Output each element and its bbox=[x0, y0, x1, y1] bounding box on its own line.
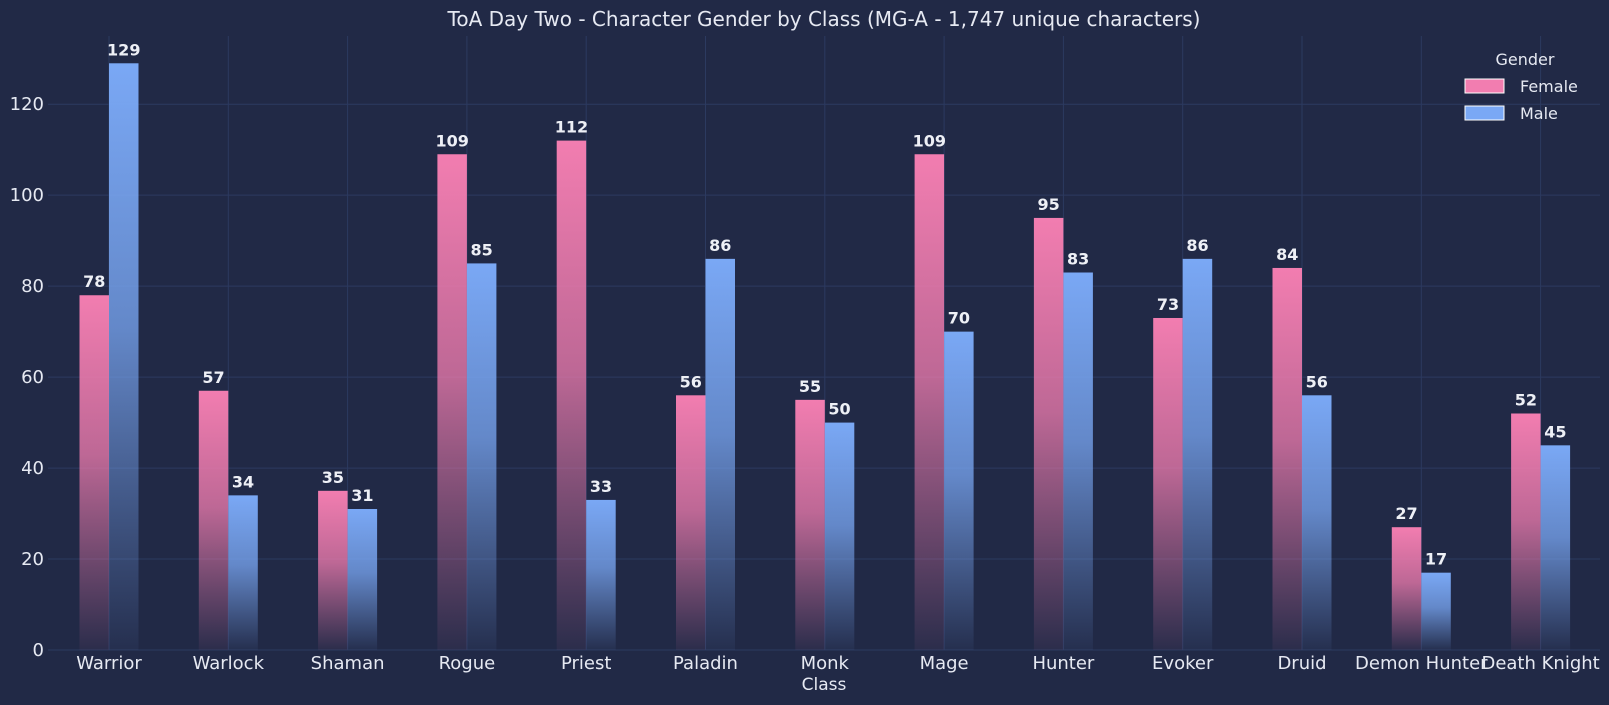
data-label: 84 bbox=[1276, 245, 1298, 264]
x-tick-label: Rogue bbox=[439, 653, 496, 674]
y-tick-label: 120 bbox=[10, 94, 44, 115]
bar-male bbox=[824, 422, 855, 650]
y-tick-label: 60 bbox=[21, 367, 44, 388]
legend-swatch-female bbox=[1464, 78, 1505, 94]
x-tick-label: Monk bbox=[801, 653, 850, 674]
x-axis-title: Class bbox=[802, 675, 847, 695]
bar-female bbox=[795, 399, 825, 650]
x-tick-label: Priest bbox=[561, 653, 611, 674]
bar-female bbox=[79, 295, 109, 650]
data-label: 35 bbox=[322, 468, 344, 487]
bar-male bbox=[1421, 572, 1451, 650]
data-label: 78 bbox=[83, 272, 105, 291]
data-label: 109 bbox=[913, 131, 946, 150]
bar-female bbox=[198, 390, 229, 650]
legend-label-female: Female bbox=[1520, 77, 1578, 96]
bar-female bbox=[1033, 217, 1064, 651]
bar-female bbox=[1391, 527, 1422, 650]
y-tick-label: 80 bbox=[21, 276, 44, 297]
bar-male bbox=[228, 495, 258, 650]
legend-swatch-male bbox=[1464, 105, 1505, 121]
y-tick-label: 100 bbox=[10, 185, 44, 206]
x-tick-label: Death Knight bbox=[1481, 653, 1599, 674]
bar-female bbox=[1153, 317, 1183, 650]
data-label: 50 bbox=[828, 400, 850, 419]
data-label: 109 bbox=[435, 131, 468, 150]
bar-male bbox=[109, 63, 139, 651]
bar-male bbox=[1063, 272, 1093, 650]
data-label: 17 bbox=[1425, 550, 1447, 569]
y-tick-label: 40 bbox=[21, 458, 44, 479]
axes: 0 20 40 60 80 100 120 Warrior Warlock Shaman Rogue… bbox=[10, 94, 1600, 674]
data-label: 95 bbox=[1038, 195, 1060, 214]
bar-female bbox=[437, 154, 467, 651]
data-label: 56 bbox=[1306, 372, 1328, 391]
data-label: 83 bbox=[1067, 250, 1089, 269]
bars bbox=[79, 63, 1571, 651]
bar-female bbox=[556, 140, 587, 650]
x-tick-label: Shaman bbox=[311, 653, 385, 674]
data-label: 56 bbox=[680, 372, 702, 391]
bar-male bbox=[586, 499, 616, 650]
data-label: 27 bbox=[1395, 504, 1417, 523]
data-label: 52 bbox=[1515, 390, 1537, 409]
bar-male bbox=[347, 509, 378, 650]
legend-title: Gender bbox=[1496, 50, 1555, 69]
data-label: 86 bbox=[1186, 236, 1208, 255]
bar-female bbox=[676, 395, 706, 650]
x-tick-label: Mage bbox=[920, 653, 969, 674]
data-label: 129 bbox=[107, 40, 140, 59]
data-label: 45 bbox=[1544, 422, 1566, 441]
data-label: 70 bbox=[948, 309, 970, 328]
x-tick-label: Warrior bbox=[76, 653, 142, 674]
data-label: 55 bbox=[799, 377, 821, 396]
y-tick-label: 0 bbox=[33, 640, 44, 661]
y-tick-label: 20 bbox=[21, 549, 44, 570]
x-tick-label: Demon Hunter bbox=[1355, 653, 1488, 674]
x-tick-label: Druid bbox=[1277, 653, 1326, 674]
data-label: 86 bbox=[709, 236, 731, 255]
data-label: 112 bbox=[555, 118, 588, 137]
data-label: 85 bbox=[471, 240, 493, 259]
x-tick-label: Evoker bbox=[1152, 653, 1214, 674]
legend: Gender Female Male bbox=[1464, 50, 1578, 123]
bar-male bbox=[1302, 395, 1332, 650]
bar-female bbox=[1272, 267, 1302, 650]
bar-male bbox=[1182, 258, 1213, 650]
bar-female bbox=[318, 490, 348, 650]
data-label: 33 bbox=[590, 477, 612, 496]
data-label: 34 bbox=[232, 472, 254, 491]
bar-male bbox=[705, 258, 735, 650]
bar-male bbox=[1540, 445, 1571, 650]
chart-title: ToA Day Two - Character Gender by Class … bbox=[447, 7, 1201, 31]
bar-male bbox=[466, 263, 497, 650]
data-label: 57 bbox=[202, 368, 224, 387]
data-label: 31 bbox=[351, 486, 373, 505]
x-tick-label: Paladin bbox=[673, 653, 738, 674]
legend-label-male: Male bbox=[1520, 104, 1558, 123]
data-label: 73 bbox=[1157, 295, 1179, 314]
bar-female bbox=[1511, 413, 1541, 650]
bar-female bbox=[914, 154, 945, 651]
bar-male bbox=[944, 331, 974, 650]
x-tick-label: Warlock bbox=[193, 653, 265, 674]
x-tick-label: Hunter bbox=[1032, 653, 1094, 674]
value-labels: 78 129 57 34 35 31 109 85 112 33 56 86 55 50 109 70 95 83… bbox=[83, 40, 1566, 568]
